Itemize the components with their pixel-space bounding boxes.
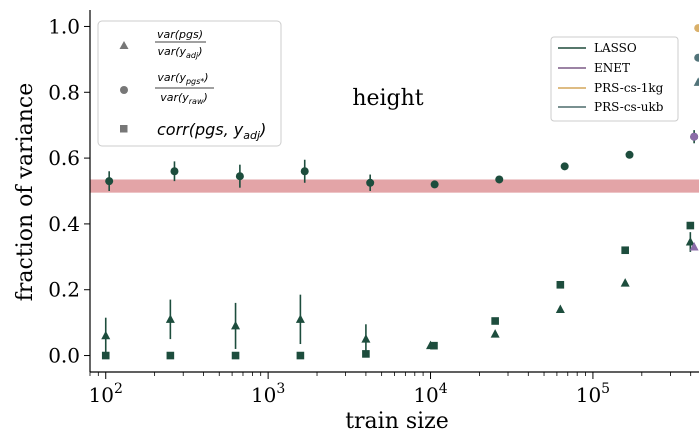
y-tick-label: 1.0 (48, 14, 80, 38)
method-legend: LASSO ENET PRS-cs-1kg PRS-cs-ukb (550, 36, 679, 122)
triangle-marker-icon (119, 41, 129, 49)
data-point-square (101, 351, 110, 360)
y-ticks-layer: 0.0 0.2 0.4 0.6 0.8 1.0 (48, 14, 90, 368)
data-point-square (166, 351, 175, 360)
data-point-circle (170, 167, 179, 176)
legend-var-yraw-denominator: var(yraw) (160, 91, 208, 106)
chart-title: height (352, 86, 423, 111)
data-point-triangle (620, 278, 630, 287)
y-axis-label: fraction of variance (13, 83, 38, 302)
data-points-layer (101, 24, 699, 360)
data-point-enet-triangle (689, 241, 699, 251)
data-point-circle (300, 167, 309, 176)
y-tick-label: 0.6 (48, 146, 80, 170)
data-point-circle (430, 180, 439, 189)
y-tick-label: 0.4 (48, 212, 80, 236)
data-point-circle (366, 178, 375, 187)
legend-var-ypgs-numerator: var(ypgs*) (157, 71, 208, 86)
data-point-square (430, 341, 438, 350)
method-legend-prs-cs-1kg: PRS-cs-1kg (594, 81, 664, 95)
data-point-square (362, 350, 370, 358)
data-point-triangle (165, 314, 175, 323)
data-point-enet-circle (690, 132, 699, 141)
data-point-square (491, 317, 499, 325)
y-tick-label: 0.0 (48, 344, 80, 368)
marker-legend: var(pgs) var(yadj) var(ypgs*) var(yraw) … (97, 20, 282, 147)
data-point-circle (560, 162, 569, 171)
y-tick-label: 0.2 (48, 278, 80, 302)
data-point-circle (235, 172, 244, 181)
data-point-square (686, 221, 695, 230)
data-point-triangle (490, 329, 500, 338)
x-tick-label: 103 (251, 381, 285, 407)
data-point-square (556, 280, 565, 289)
square-marker-icon (120, 125, 128, 133)
reference-band-layer (90, 179, 699, 193)
x-tick-label: 104 (413, 381, 447, 407)
data-point-square (621, 246, 629, 255)
method-legend-prs-cs-ukb: PRS-cs-ukb (594, 100, 664, 114)
data-point-triangle (101, 330, 111, 340)
data-point-triangle (295, 314, 305, 323)
data-point-prs-cs-ukb-triangle (693, 77, 699, 86)
data-point-circle (495, 175, 504, 184)
circle-marker-icon (120, 86, 128, 94)
data-point-square (296, 351, 305, 360)
data-point-triangle (685, 237, 695, 246)
method-legend-lasso: LASSO (594, 41, 637, 55)
data-point-triangle (361, 334, 371, 343)
legend-var-yadj-denominator: var(yadj) (157, 45, 202, 60)
y-tick-label: 0.8 (48, 80, 80, 104)
data-point-circle (105, 177, 114, 186)
data-point-prs-cs-ukb-circle (694, 53, 699, 62)
data-point-triangle (555, 304, 565, 313)
x-ticks-layer: 102 103 104 105 (89, 372, 692, 407)
reference-band (90, 179, 699, 193)
marker-legend-frame (97, 20, 282, 147)
data-point-prs-cs-1kg-circle (694, 24, 699, 33)
data-point-square (231, 351, 240, 360)
x-tick-label: 102 (89, 381, 123, 407)
legend-var-pgs-numerator: var(pgs) (157, 28, 203, 41)
data-point-circle (625, 150, 634, 159)
x-tick-label: 105 (576, 381, 610, 407)
x-axis-label: train size (345, 409, 449, 434)
data-point-triangle (231, 320, 241, 330)
method-legend-enet: ENET (594, 61, 630, 75)
legend-corr-label: corr(pgs, yadj) (157, 120, 266, 142)
method-legend-frame (550, 36, 679, 122)
